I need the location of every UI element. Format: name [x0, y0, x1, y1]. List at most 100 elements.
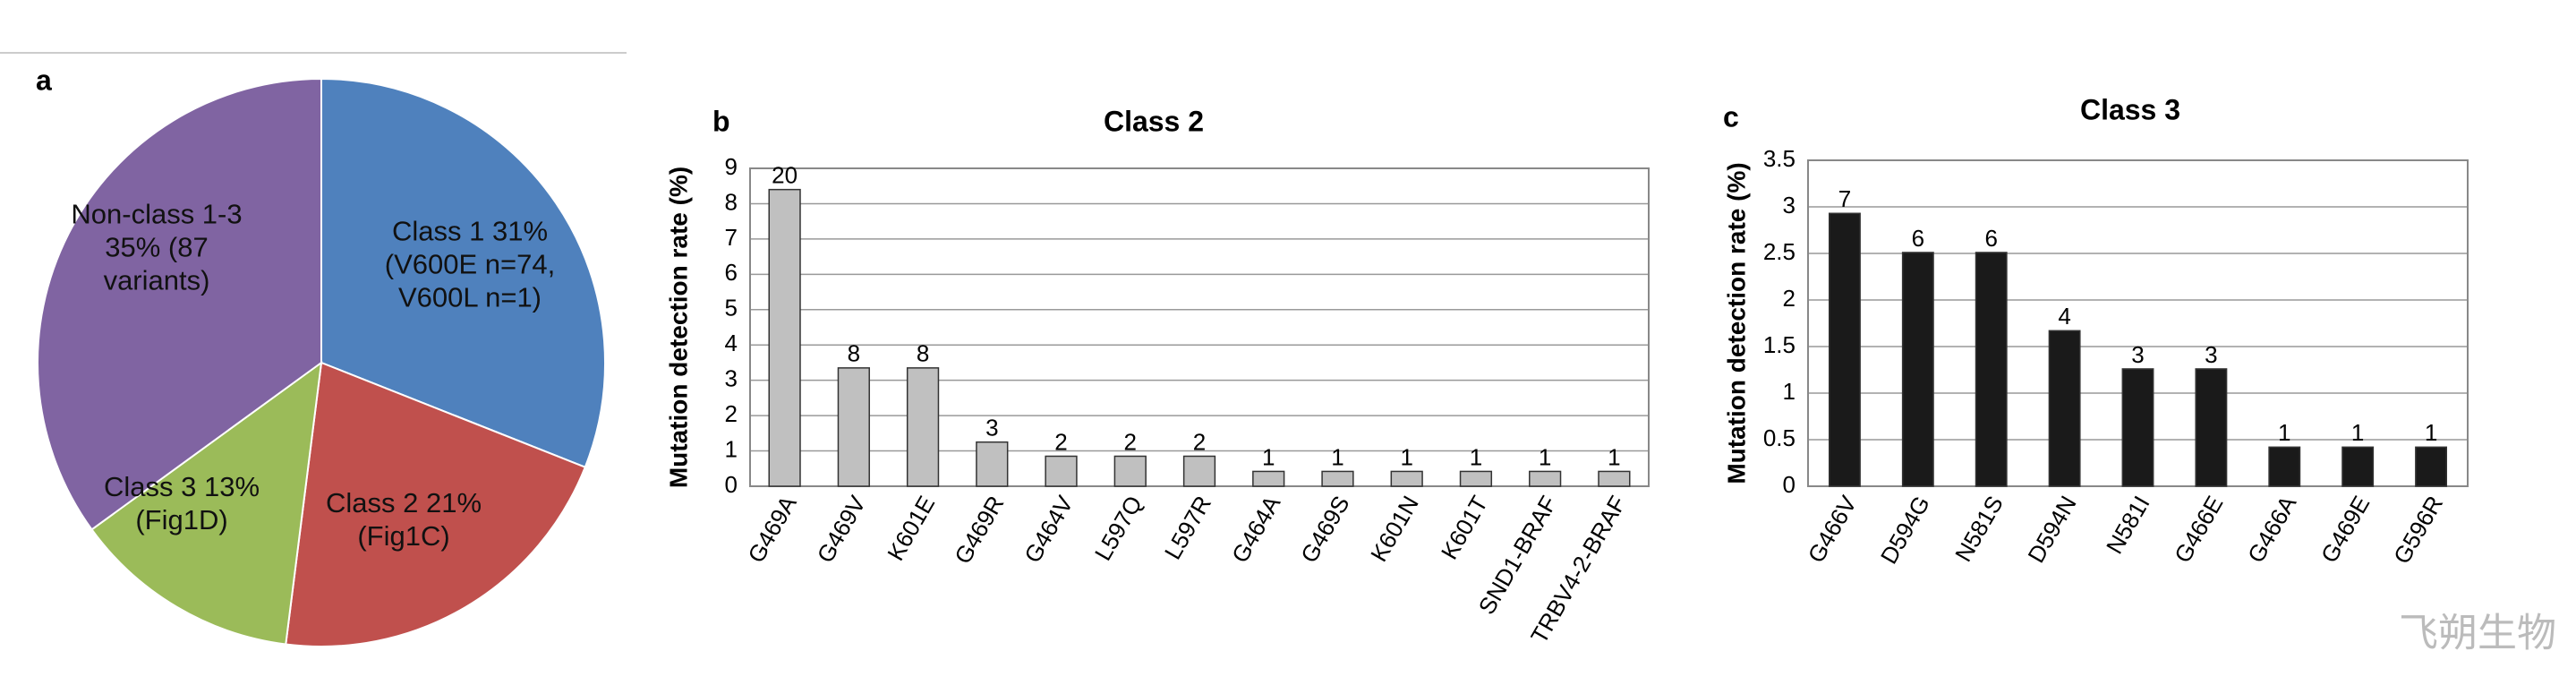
watermark: 飞朔生物 [2399, 612, 2556, 655]
y-tick-label: 6 [725, 259, 738, 286]
bar [1459, 470, 1493, 487]
count-label: 2 [1054, 428, 1067, 455]
chart-title: Class 2 [1104, 105, 1204, 137]
y-tick-label: 2.5 [1763, 238, 1796, 265]
y-tick-label: 3 [725, 365, 738, 392]
x-tick-label: K601T [1436, 491, 1493, 563]
x-tick-label: G469E [2316, 491, 2375, 567]
count-label: 8 [848, 340, 860, 367]
x-tick-label: G466A [2242, 491, 2302, 568]
slice-label: Class 3 13% (Fig1D) [103, 471, 260, 535]
bar [1828, 212, 1861, 487]
count-label: 2 [1193, 428, 1206, 455]
bar [1598, 470, 1631, 487]
y-axis-label: Mutation detection rate (%) [664, 167, 692, 488]
chart-title: Class 3 [2080, 93, 2180, 125]
bar [1182, 455, 1216, 487]
count-label: 20 [772, 162, 798, 189]
bar [2415, 446, 2448, 487]
y-tick-label: 2 [1783, 285, 1796, 312]
y-tick-label: 0 [1783, 471, 1796, 498]
y-tick-label: 3 [1783, 192, 1796, 218]
x-tick-label: D594G [1875, 491, 1935, 568]
y-tick-label: 0.5 [1763, 424, 1796, 451]
bar [1252, 470, 1285, 487]
x-tick-label: G469A [742, 491, 802, 568]
bar [1975, 252, 2008, 487]
y-tick-label: 0 [725, 471, 738, 498]
count-label: 3 [2131, 341, 2144, 368]
count-label: 2 [1124, 428, 1137, 455]
slice-label: Class 2 21% (Fig1C) [325, 487, 482, 552]
bar [2195, 368, 2228, 487]
y-tick-label: 1 [1783, 378, 1796, 405]
count-label: 1 [2351, 419, 2364, 446]
panel-label: a [36, 64, 52, 96]
count-label: 8 [917, 340, 929, 367]
x-tick-label: G469S [1295, 491, 1354, 567]
y-tick-label: 4 [725, 330, 738, 356]
pie-slice [37, 77, 322, 531]
x-tick-label: N581S [1949, 491, 2009, 566]
count-label: 1 [1539, 443, 1551, 470]
y-tick-label: 2 [725, 400, 738, 427]
y-tick-label: 3.5 [1763, 145, 1796, 172]
y-tick-label: 9 [725, 153, 738, 180]
y-axis-label: Mutation detection rate (%) [1722, 162, 1750, 484]
x-tick-label: G596R [2388, 491, 2448, 568]
bar [2121, 368, 2154, 487]
y-tick-label: 7 [725, 224, 738, 251]
x-tick-label: G469R [949, 491, 1009, 568]
bar [1321, 470, 1354, 487]
bar [768, 188, 801, 487]
x-tick-label: K601E [882, 491, 940, 565]
count-label: 4 [2058, 303, 2070, 330]
count-label: 6 [1984, 225, 1997, 252]
x-tick-label: L597R [1159, 491, 1216, 563]
count-label: 1 [1262, 443, 1275, 470]
x-tick-label: G464V [1019, 491, 1079, 568]
bar [837, 367, 870, 487]
x-tick-label: G466V [1803, 491, 1863, 568]
x-tick-label: K601N [1365, 491, 1424, 566]
y-tick-label: 1.5 [1763, 331, 1796, 358]
count-label: 1 [1400, 443, 1412, 470]
count-label: 6 [1912, 225, 1924, 252]
x-tick-label: N581I [2101, 491, 2155, 558]
bar [2048, 330, 2081, 487]
slice-label: Non-class 1-3 35% (87 variants) [71, 198, 243, 296]
x-tick-label: G464A [1226, 491, 1286, 568]
count-label: 3 [2205, 341, 2217, 368]
panel-label: b [712, 105, 730, 137]
y-tick-label: 1 [725, 435, 738, 462]
count-label: 7 [1838, 185, 1851, 212]
pie-slice [285, 361, 587, 647]
bar [2268, 446, 2301, 487]
panel-label: c [1723, 100, 1739, 133]
x-tick-label: G466E [2169, 491, 2228, 567]
x-tick-label: G469V [812, 491, 872, 568]
slice-label: Class 1 31% (V600E n=74, V600L n=1) [384, 215, 556, 313]
bar [2341, 446, 2375, 487]
pie-slice [90, 360, 323, 646]
bar [1390, 470, 1423, 487]
y-tick-label: 8 [725, 188, 738, 215]
count-label: 3 [985, 415, 998, 441]
pie-slice [320, 77, 606, 468]
bar [1529, 470, 1562, 487]
count-label: 1 [1608, 443, 1620, 470]
bar [1113, 455, 1147, 487]
bar [976, 441, 1009, 487]
x-tick-label: D594N [2022, 491, 2081, 567]
count-label: 1 [2278, 419, 2290, 446]
x-tick-label: L597Q [1089, 491, 1147, 565]
count-label: 1 [1470, 443, 1482, 470]
y-tick-label: 5 [725, 295, 738, 321]
bar [1045, 455, 1078, 487]
count-label: 1 [2425, 419, 2437, 446]
bar [906, 367, 940, 487]
count-label: 1 [1331, 443, 1343, 470]
bar [1901, 252, 1934, 487]
